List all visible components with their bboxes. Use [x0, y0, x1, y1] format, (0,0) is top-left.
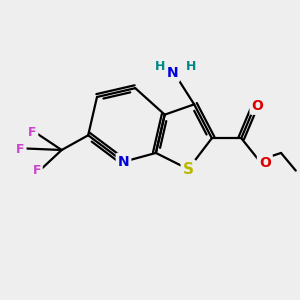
- Text: N: N: [118, 155, 129, 169]
- Text: H: H: [155, 60, 166, 73]
- Text: N: N: [166, 66, 178, 80]
- Text: S: S: [183, 162, 194, 177]
- Text: F: F: [16, 143, 25, 157]
- Text: F: F: [28, 126, 37, 139]
- Text: F: F: [32, 164, 41, 177]
- Text: O: O: [251, 99, 263, 113]
- Text: O: O: [259, 156, 271, 170]
- Text: H: H: [186, 60, 196, 73]
